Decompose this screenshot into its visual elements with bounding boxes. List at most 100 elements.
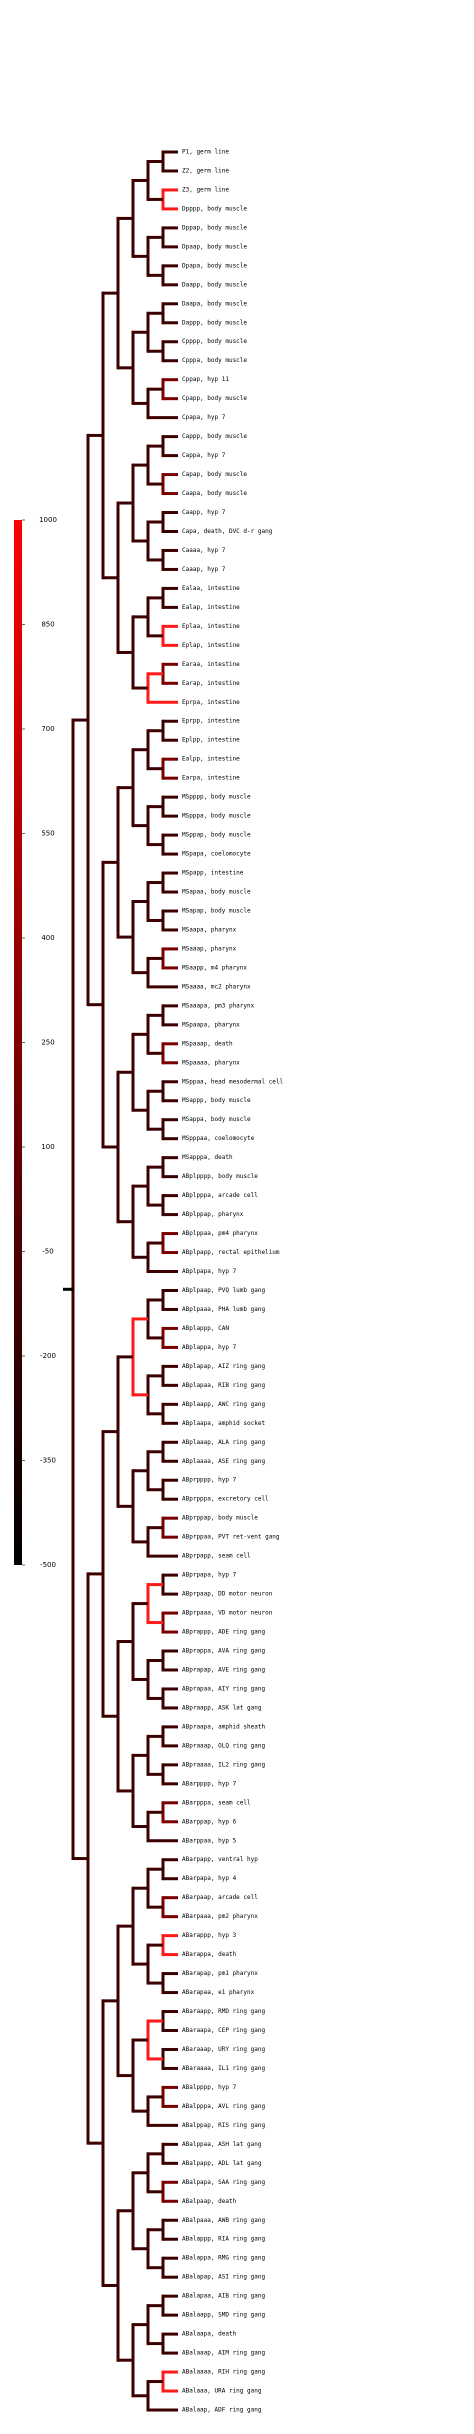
leaf-label: ABpraaap, OLQ ring gang [182, 1742, 265, 1749]
colorbar-tick-label: -200 [40, 1352, 56, 1360]
colorbar-tick-label: 700 [41, 725, 54, 733]
leaf-label: Caaaa, hyp 7 [182, 547, 226, 554]
leaf-label: MSaapa, pharynx [182, 926, 237, 933]
leaf-label: ABarpapp, ventral hyp [182, 1856, 258, 1863]
leaf-label: MSpppaa, coelomocyte [182, 1135, 255, 1142]
leaf-label: ABarpapa, hyp 4 [182, 1875, 237, 1882]
leaf-label: MSpaapa, pharynx [182, 1021, 240, 1028]
leaf-label: ABplpaaa, PHA lumb gang [182, 1306, 265, 1313]
colorbar-tick-label: 250 [41, 1039, 54, 1047]
leaf-label: ABplaaap, ALA ring gang [182, 1439, 265, 1446]
leaf-label: ABplpapp, rectal epithelium [182, 1249, 280, 1256]
leaf-label: ABalaap, ADF ring gang [182, 2407, 262, 2414]
leaf-label: P1, germ line [182, 149, 229, 156]
leaf-label: ABplpppa, arcade cell [182, 1192, 258, 1199]
leaf-label: MSaaap, pharynx [182, 945, 237, 952]
leaf-label: ABpraaaa, IL2 ring gang [182, 1761, 265, 1768]
leaf-label: ABaraapp, RMD ring gang [182, 2008, 265, 2015]
leaf-label: MSppap, body muscle [182, 832, 251, 839]
leaf-label: Eplap, intestine [182, 642, 240, 649]
leaf-label: ABprpapa, hyp 7 [182, 1572, 237, 1579]
leaf-label: Ealpp, intestine [182, 756, 240, 763]
leaf-label: MSpaaap, death [182, 1040, 233, 1047]
leaf-label: ABplaapa, amphid socket [182, 1420, 265, 1427]
leaf-label: Earpa, intestine [182, 775, 240, 782]
leaf-label: Earaa, intestine [182, 661, 240, 668]
leaf-label: ABalpaaa, AWB ring gang [182, 2217, 265, 2224]
leaf-label: Cappa, hyp 7 [182, 452, 226, 459]
leaf-label: MSapppa, death [182, 1154, 233, 1161]
leaf-label: ABalpapp, ADL lat gang [182, 2160, 262, 2167]
leaf-label: ABalpaap, death [182, 2198, 237, 2205]
leaf-label: MSappa, body muscle [182, 1116, 251, 1123]
leaf-label: MSaaapa, pm3 pharynx [182, 1002, 255, 1009]
leaf-label: ABprapaa, AIY ring gang [182, 1685, 265, 1692]
colorbar-tick-label: 850 [41, 621, 54, 629]
leaf-label: ABprpppa, excretory cell [182, 1496, 269, 1503]
leaf-label: Z2, germ line [182, 167, 229, 174]
leaf-label: ABalpppp, hyp 7 [182, 2084, 237, 2091]
leaf-label: ABplapap, AIZ ring gang [182, 1363, 265, 1370]
colorbar-tick-label: -500 [40, 1561, 56, 1569]
leaf-label: Ealap, intestine [182, 604, 240, 611]
leaf-label: Eprpp, intestine [182, 718, 240, 725]
leaf-label: Cappp, body muscle [182, 433, 247, 440]
colorbar-tick-label: -350 [40, 1457, 56, 1465]
leaf-label: ABplappa, hyp 7 [182, 1344, 237, 1351]
leaf-label: ABprppaa, PVT ret-vent gang [182, 1534, 280, 1541]
leaf-label: ABpraapp, ASK lat gang [182, 1704, 262, 1711]
leaf-label: Earap, intestine [182, 680, 240, 687]
leaf-label: Dappp, body muscle [182, 319, 247, 326]
leaf-label: ABprpppp, hyp 7 [182, 1477, 237, 1484]
leaf-label: Eplaa, intestine [182, 623, 240, 630]
leaf-label: ABaraapa, CEP ring gang [182, 2027, 265, 2034]
leaf-label: Capap, body muscle [182, 471, 247, 478]
leaf-label: ABalpapa, SAA ring gang [182, 2179, 265, 2186]
leaf-label: ABprappp, ADE ring gang [182, 1629, 265, 1636]
leaf-label: ABprappa, AVA ring gang [182, 1648, 265, 1655]
leaf-label: ABplaaaa, ASE ring gang [182, 1458, 265, 1465]
leaf-label: MSpapa, coelomocyte [182, 851, 251, 858]
colorbar [14, 520, 22, 1565]
leaf-label: Caapp, hyp 7 [182, 509, 226, 516]
leaf-label: ABalppaa, ASH lat gang [182, 2141, 262, 2148]
leaf-label: MSapaa, body muscle [182, 889, 251, 896]
leaf-label: ABalppap, RIS ring gang [182, 2122, 265, 2129]
leaf-label: ABplappp, CAN [182, 1325, 229, 1332]
leaf-label: ABalaaaa, RIH ring gang [182, 2369, 265, 2376]
leaf-label: ABplpppp, body muscle [182, 1173, 258, 1180]
leaf-label: Cpapa, hyp 7 [182, 414, 226, 421]
leaf-label: ABarpaap, arcade cell [182, 1894, 258, 1901]
leaf-label: ABarappp, hyp 3 [182, 1932, 237, 1939]
leaf-label: ABprapap, AVE ring gang [182, 1666, 265, 1673]
leaf-label: Caapa, body muscle [182, 490, 247, 497]
leaf-label: Dppap, body muscle [182, 224, 247, 231]
leaf-label: ABplpapa, hyp 7 [182, 1268, 237, 1275]
leaf-label: ABarappa, death [182, 1951, 237, 1958]
leaf-label: Dpppp, body muscle [182, 205, 247, 212]
leaf-label: MSaapp, m4 pharynx [182, 964, 247, 971]
colorbar-tick-label: 1000 [39, 516, 57, 524]
leaf-label: ABarpaaa, pm2 pharynx [182, 1913, 258, 1920]
leaf-label: Eprpa, intestine [182, 699, 240, 706]
colorbar-tick-label: 550 [41, 830, 54, 838]
leaf-label: ABprpapp, seam cell [182, 1553, 251, 1560]
leaf-label: ABalappp, RIA ring gang [182, 2236, 265, 2243]
leaf-label: ABalaapp, SMD ring gang [182, 2312, 265, 2319]
leaf-label: ABalaapa, death [182, 2331, 237, 2338]
colorbar-tick-label: -50 [42, 1248, 53, 1256]
leaf-label: ABaraaaa, IL1 ring gang [182, 2065, 265, 2072]
leaf-label: ABaraaap, URY ring gang [182, 2046, 265, 2053]
leaf-label: Cpapp, body muscle [182, 395, 247, 402]
leaf-label: Dpapa, body muscle [182, 262, 247, 269]
leaf-label: MSppaa, head mesodermal cell [182, 1078, 284, 1085]
leaf-label: Z3, germ line [182, 186, 229, 193]
leaf-label: MSpapp, intestine [182, 870, 244, 877]
leaf-label: MSpppa, body muscle [182, 813, 251, 820]
leaf-label: Daapp, body muscle [182, 281, 247, 288]
leaf-label: ABplppaa, pm4 pharynx [182, 1230, 258, 1237]
leaf-label: MSpppp, body muscle [182, 794, 251, 801]
colorbar-tick-label: 100 [41, 1143, 54, 1151]
leaf-label: MSpaaaa, pharynx [182, 1059, 240, 1066]
